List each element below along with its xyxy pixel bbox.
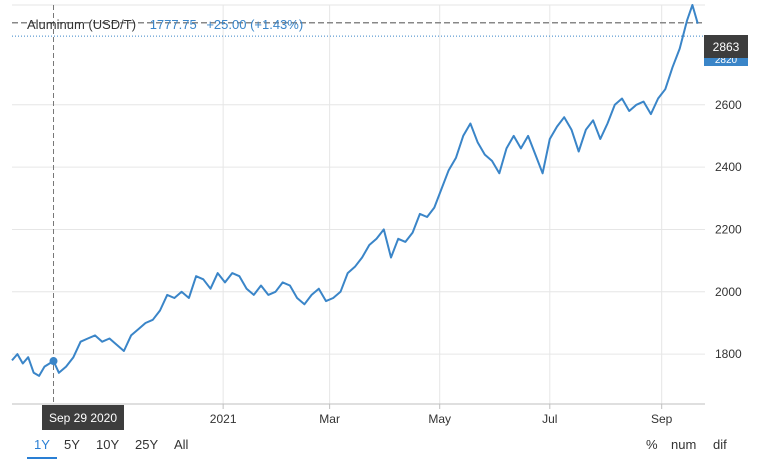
price-series [11, 4, 699, 377]
y-tick-label: 1800 [715, 347, 742, 361]
y-tick-label: 2000 [715, 285, 742, 299]
y-axis-ticks: 1800 2000 2200 2400 2600 [715, 98, 742, 361]
svg-text:Aluminum (USD/T) 1777.75: Aluminum (USD/T) 1777.75 +25.00 (+1.43%) [27, 17, 303, 32]
y-tick-label: 2400 [715, 160, 742, 174]
instrument-change: +25.00 (+1.43%) [206, 17, 303, 32]
x-axis-ticks: 2021 Mar May Jul Sep [210, 404, 673, 426]
x-tick-label: Mar [319, 412, 340, 426]
chart-toolbar: 1Y 5Y 10Y 25Y All % num dif [0, 434, 770, 459]
mode-button-percent[interactable]: % [646, 437, 658, 452]
x-tick-label: May [428, 412, 451, 426]
active-range-indicator [27, 457, 57, 459]
price-line [11, 4, 699, 377]
last-price-badge: 2820 2863 [704, 35, 748, 66]
instrument-price: 1777.75 [150, 17, 197, 32]
y-tick-label: 2200 [715, 222, 742, 236]
x-tick-label: Jul [542, 412, 557, 426]
last-price-label: 2863 [713, 40, 740, 54]
range-button-25y[interactable]: 25Y [135, 437, 159, 452]
chart-area[interactable]: 2021 Mar May Jul Sep 1800 2000 2200 2400 2600 Se… [0, 0, 770, 434]
instrument-name: Aluminum (USD/T) [27, 17, 136, 32]
crosshair-date-badge: Sep 29 2020 [42, 405, 124, 430]
hidden-price-label: 2820 [715, 55, 738, 66]
range-button-1y[interactable]: 1Y [34, 437, 50, 452]
chart-header: Aluminum (USD/T) 1777.75 +25.00 (+1.43%) [27, 17, 303, 32]
mode-button-dif[interactable]: dif [713, 437, 727, 452]
range-button-5y[interactable]: 5Y [64, 437, 80, 452]
chart-grid [12, 5, 705, 404]
crosshair-date-label: Sep 29 2020 [49, 411, 117, 425]
crosshair-point [49, 357, 58, 366]
y-tick-label: 2600 [715, 98, 742, 112]
range-button-10y[interactable]: 10Y [96, 437, 120, 452]
x-tick-label: Sep [651, 412, 673, 426]
x-tick-label: 2021 [210, 412, 237, 426]
mode-button-num[interactable]: num [671, 437, 697, 452]
range-button-all[interactable]: All [174, 437, 189, 452]
